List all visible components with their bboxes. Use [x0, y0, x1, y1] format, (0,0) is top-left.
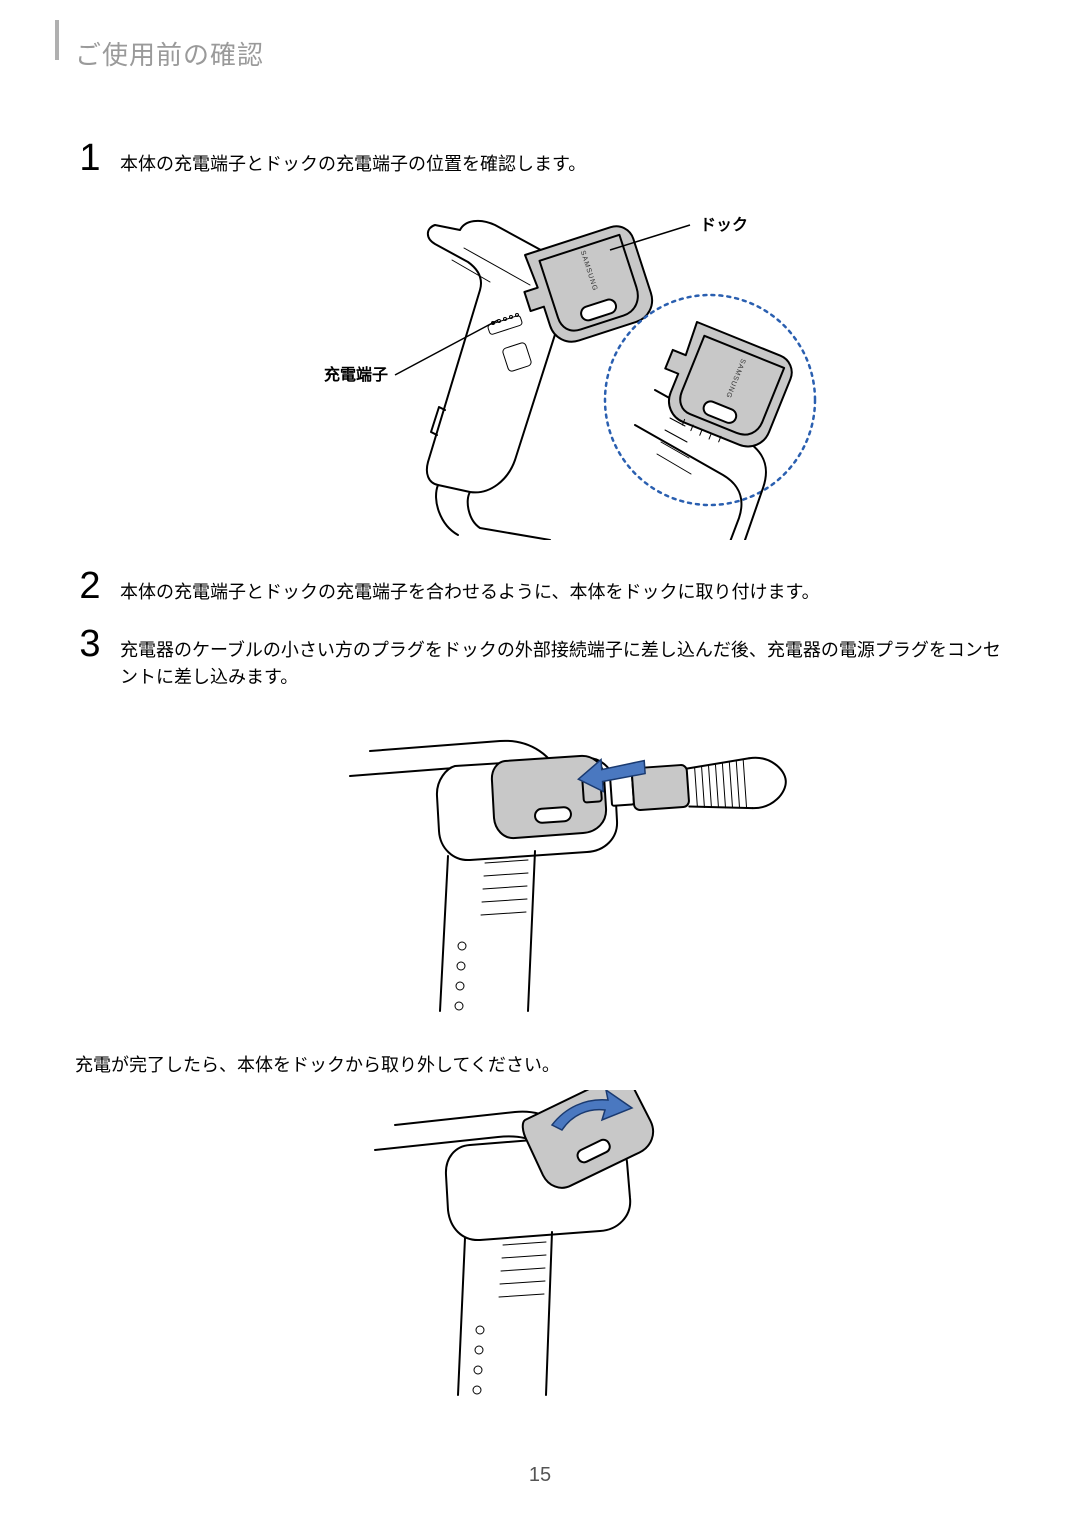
page-section-title: ご使用前の確認 — [75, 35, 1010, 72]
step-3-number: 3 — [70, 623, 110, 666]
step-2-number: 2 — [70, 565, 110, 608]
step-2-text: 本体の充電端子とドックの充電端子を合わせるように、本体をドックに取り付けます。 — [120, 571, 820, 606]
callout-dock: ドック — [700, 216, 748, 234]
header-marker — [55, 20, 59, 60]
after-charge-text: 充電が完了したら、本体をドックから取り外してください。 — [75, 1051, 1010, 1080]
figure-dock-removal — [70, 1090, 1010, 1405]
step-1-text: 本体の充電端子とドックの充電端子の位置を確認します。 — [120, 143, 586, 178]
callout-terminal: 充電端子 — [324, 365, 388, 384]
step-1: 1 本体の充電端子とドックの充電端子の位置を確認します。 — [70, 137, 1010, 180]
figure-dock-alignment: SAMSUNG SAMSUNG ドック 充電端子 — [70, 200, 1010, 545]
step-3: 3 充電器のケーブルの小さい方のプラグをドックの外部接続端子に差し込んだ後、充電… — [70, 623, 1010, 691]
step-3-text: 充電器のケーブルの小さい方のプラグをドックの外部接続端子に差し込んだ後、充電器の… — [120, 629, 1010, 691]
figure-cable-insert — [70, 721, 1010, 1026]
page-number: 15 — [0, 1464, 1080, 1487]
step-2: 2 本体の充電端子とドックの充電端子を合わせるように、本体をドックに取り付けます… — [70, 565, 1010, 608]
step-1-number: 1 — [70, 137, 110, 180]
